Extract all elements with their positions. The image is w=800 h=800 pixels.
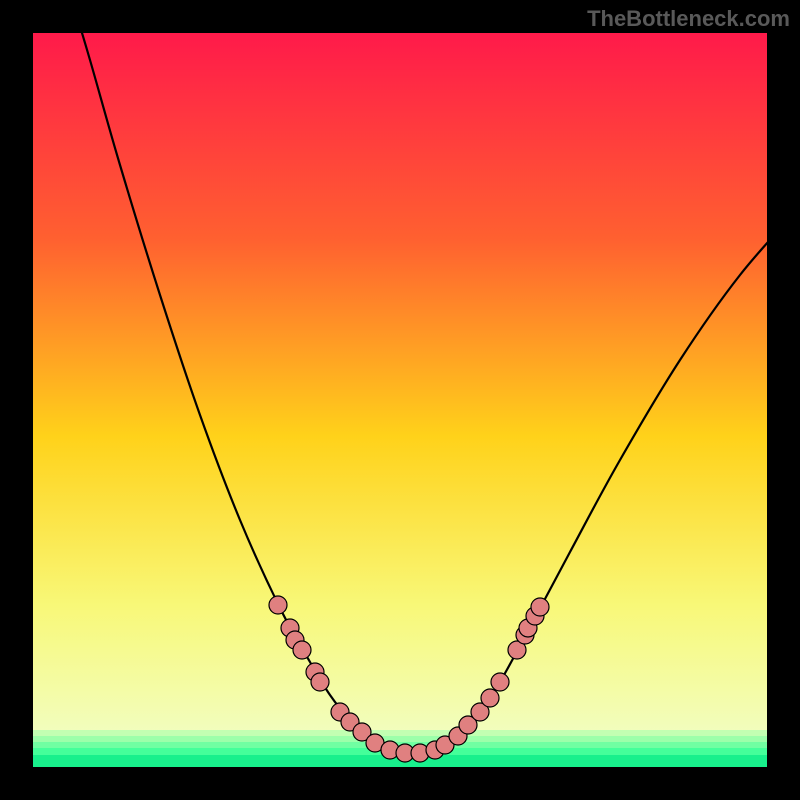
marker-group <box>269 596 549 762</box>
data-marker <box>491 673 509 691</box>
data-marker <box>311 673 329 691</box>
data-marker <box>481 689 499 707</box>
bottleneck-curve <box>72 0 800 754</box>
data-marker <box>531 598 549 616</box>
data-marker <box>269 596 287 614</box>
chart-svg <box>0 0 800 800</box>
data-marker <box>293 641 311 659</box>
watermark-text: TheBottleneck.com <box>587 6 790 32</box>
